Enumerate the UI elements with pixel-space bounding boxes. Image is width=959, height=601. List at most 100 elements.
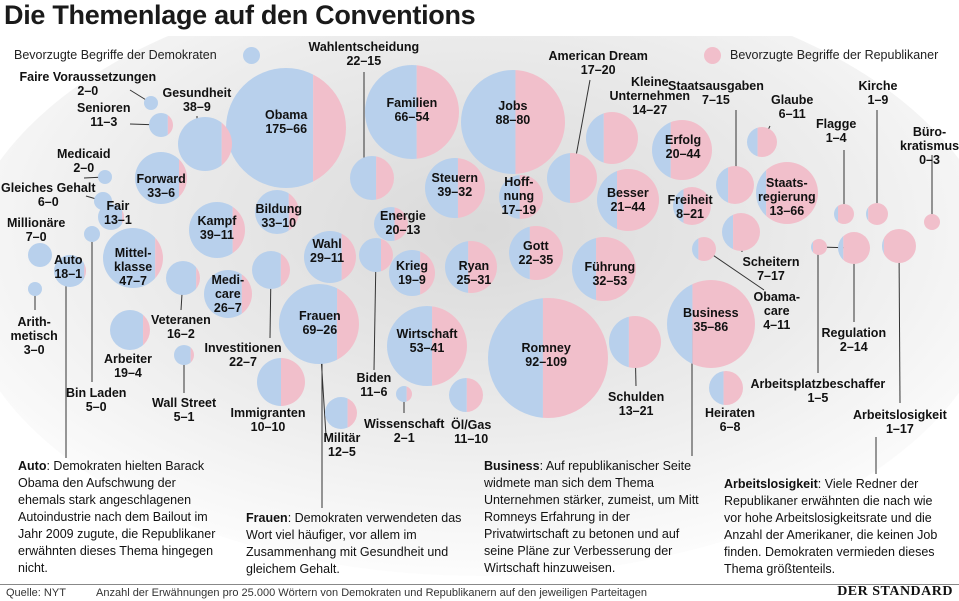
term-value: 1–5 [807,391,829,405]
note-business: Business: Auf republikanischer Seite wid… [484,459,699,575]
bubble-dem-part-militaer [325,397,348,429]
term-label-obamacare: Obama-care 4–11 [754,290,801,332]
bubble-auto [54,255,86,287]
term-value: 26–7 [213,301,242,315]
term-label-wissenschaft: Wissenschaft 2–1 [364,417,444,445]
term-value: 6–11 [778,107,806,121]
bubble-rep-part-arbeiter [143,310,150,350]
bubble-rep-part-mittelklasse [155,228,163,288]
term-name: Regulation [821,326,887,340]
term-name: Auto [54,253,83,267]
term-name: Faire Voraussetzungen [19,70,157,84]
bubble-militaer [325,397,357,429]
bubble-millionaere [28,243,52,267]
bubble-rep-part-medicare [241,270,252,318]
bubble-energie [374,207,408,241]
bubble-dem-part-fair [98,204,123,230]
bubble-hoffnung [499,175,543,219]
bubble-rep-part-fair [122,204,124,230]
term-name: Veteranen [151,313,211,327]
term-value: 22–35 [518,253,554,267]
term-name: Bin Laden [66,386,127,400]
term-value: 47–7 [119,274,148,288]
bubble-heiraten [709,371,743,405]
term-value: 66–54 [394,110,430,124]
bubble-investitionen [252,251,290,289]
bubble-mittelklasse [103,228,163,288]
term-value: 38–9 [182,100,211,114]
term-name: Frauen [299,309,341,323]
term-name: Arbeitslosigkeit [853,408,947,422]
term-label-veteranen: Veteranen 16–2 [151,313,211,341]
term-label-millionaere: Millionäre 7–0 [7,216,65,244]
term-name: Millionäre [7,216,66,230]
term-name: Flagge [816,117,857,131]
bubble-staatsausgaben [716,166,754,204]
term-name: Obama-care [753,290,801,318]
term-label-forward: Forward 33–6 [137,172,186,200]
term-label-gleiches-gehalt: Gleiches Gehalt 6–0 [1,181,95,209]
bubble-dem-part-heiraten [709,371,724,405]
term-label-oel-gas: Öl/Gas 11–10 [451,418,491,446]
term-value: 6–8 [719,420,741,434]
term-name: American Dream [548,49,648,63]
term-value: 69–26 [302,323,338,337]
bubble-wissenschaft [396,386,412,402]
bubble-wahlentscheidung [350,156,394,200]
term-name: Wahl [312,237,342,251]
bubble-rep-part-arbeitsplatzbeschaffer [843,232,870,264]
term-value: 53–41 [409,341,445,355]
term-label-familien: Familien 66–54 [387,96,438,124]
term-name: Krieg [396,259,428,273]
bubble-rep-part-arbeitslosigkeit [883,229,916,263]
term-label-arbeitsplatzbeschaffer: Arbeitsplatzbeschaffer 1–5 [751,377,886,405]
bubble-rep-part-frauen [337,284,359,364]
bubble-rep-part-wahl [341,231,356,283]
bubble-dem-part-staatsregierung [756,162,767,224]
term-label-freiheit: Freiheit 8–21 [668,193,713,221]
bubble-dem-part-glaube [747,127,758,157]
term-name: Öl/Gas [451,418,492,432]
bubble-medicare [204,270,252,318]
bubble-rep-part-american-dream [569,153,597,203]
term-name: Bildung [255,202,303,216]
term-value: 35–86 [693,320,729,334]
bubble-dem-part-energie [374,207,395,241]
rep-legend-label: Bevorzugte Begriffe der Republikaner [730,48,939,62]
bubble-arbeiter [110,310,150,350]
bubble-flagge [834,204,854,224]
term-value: 7–17 [757,269,785,283]
bubble-rep-part-bildung [288,190,299,234]
term-value: 5–1 [173,410,195,424]
bubble-arbeitslosigkeit [882,229,916,263]
bubble-rep-part-forward [179,152,187,204]
leader-line-biden [373,254,377,371]
term-name: Energie [380,209,426,223]
term-label-investitionen: Investitionen 22–7 [205,341,282,369]
term-name: Wirtschaft [396,327,458,341]
term-name: Jobs [498,99,528,113]
bubble-faire-voraussetzungen [144,96,158,110]
bubble-forward [135,152,187,204]
term-value: 2–0 [77,84,99,98]
term-value: 92–109 [525,355,568,369]
term-label-heiraten: Heiraten 6–8 [705,406,755,434]
bubble-dem-part-american-dream [547,153,570,203]
term-value: 29–11 [310,251,345,265]
term-value: 17–19 [501,203,537,217]
term-name: Staats-regierung [758,176,816,204]
dem-legend-label: Bevorzugte Begriffe der Demokraten [14,48,217,62]
term-name: Arbeitsplatzbeschaffer [750,377,886,391]
bubble-rep-part-auto [84,255,86,287]
rep-legend-dot [704,47,721,64]
term-name: Besser [607,186,649,200]
term-label-gott: Gott 22–35 [519,239,554,267]
bubble-rep-part-wall-street [190,345,194,365]
bubble-dem-part-senioren [149,113,168,137]
term-name: Fair [106,199,130,213]
term-name: Büro-kratismus [900,125,959,153]
bubble-rep-part-krieg [420,250,435,296]
bubble-dem-part-wall-street [174,345,191,365]
bubble-rep-part-oel-gas [466,378,483,412]
term-value: 1–4 [825,131,847,145]
